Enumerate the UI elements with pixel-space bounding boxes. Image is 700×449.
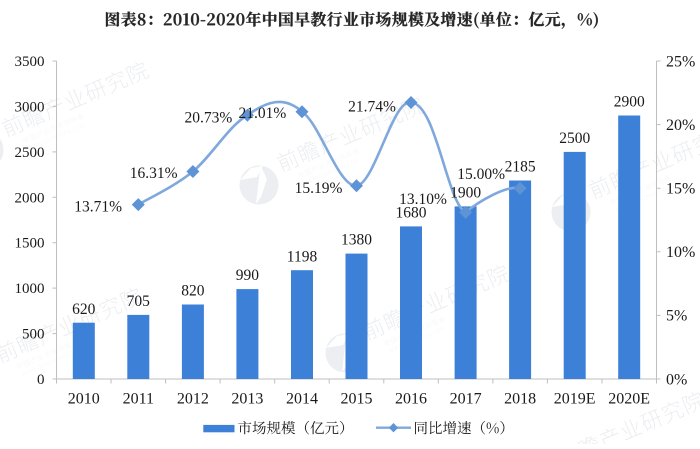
svg-text:2010: 2010 (68, 390, 100, 407)
svg-text:1500: 1500 (15, 236, 45, 252)
svg-text:2016: 2016 (395, 390, 427, 407)
svg-text:2015: 2015 (341, 390, 373, 407)
svg-text:2013: 2013 (231, 390, 263, 407)
svg-text:5%: 5% (666, 308, 687, 325)
svg-text:2014: 2014 (286, 390, 318, 407)
svg-text:2000: 2000 (15, 190, 45, 206)
svg-text:1198: 1198 (287, 248, 318, 265)
svg-text:3500: 3500 (15, 54, 45, 70)
svg-text:2011: 2011 (123, 390, 154, 407)
svg-text:2019E: 2019E (554, 390, 596, 407)
svg-text:2500: 2500 (559, 130, 590, 147)
svg-text:820: 820 (181, 283, 205, 300)
svg-text:16.31%: 16.31% (130, 165, 178, 182)
svg-text:13.71%: 13.71% (74, 199, 122, 216)
svg-text:2900: 2900 (614, 94, 645, 111)
svg-text:2500: 2500 (15, 145, 45, 161)
svg-text:1900: 1900 (450, 185, 481, 202)
svg-text:2185: 2185 (505, 159, 536, 176)
svg-text:0: 0 (37, 372, 45, 388)
svg-text:1380: 1380 (341, 232, 372, 249)
svg-text:21.01%: 21.01% (239, 105, 287, 122)
svg-text:0%: 0% (666, 371, 687, 388)
svg-text:2017: 2017 (450, 390, 482, 407)
svg-text:500: 500 (22, 327, 45, 343)
svg-text:15.00%: 15.00% (457, 166, 505, 183)
svg-text:15%: 15% (666, 181, 695, 198)
svg-text:10%: 10% (666, 244, 695, 261)
svg-text:15.19%: 15.19% (295, 180, 343, 197)
svg-text:2012: 2012 (177, 390, 209, 407)
svg-text:25%: 25% (666, 53, 695, 70)
svg-text:21.74%: 21.74% (348, 99, 396, 116)
svg-text:2018: 2018 (504, 390, 536, 407)
svg-text:990: 990 (236, 267, 260, 284)
svg-text:20%: 20% (666, 117, 695, 134)
svg-text:620: 620 (72, 301, 96, 318)
svg-text:1680: 1680 (396, 205, 427, 222)
svg-text:13.10%: 13.10% (399, 191, 447, 208)
svg-text:2020E: 2020E (608, 390, 650, 407)
svg-text:1000: 1000 (15, 281, 45, 297)
svg-text:20.73%: 20.73% (185, 109, 233, 126)
svg-text:3000: 3000 (15, 99, 45, 115)
svg-text:705: 705 (127, 293, 151, 310)
